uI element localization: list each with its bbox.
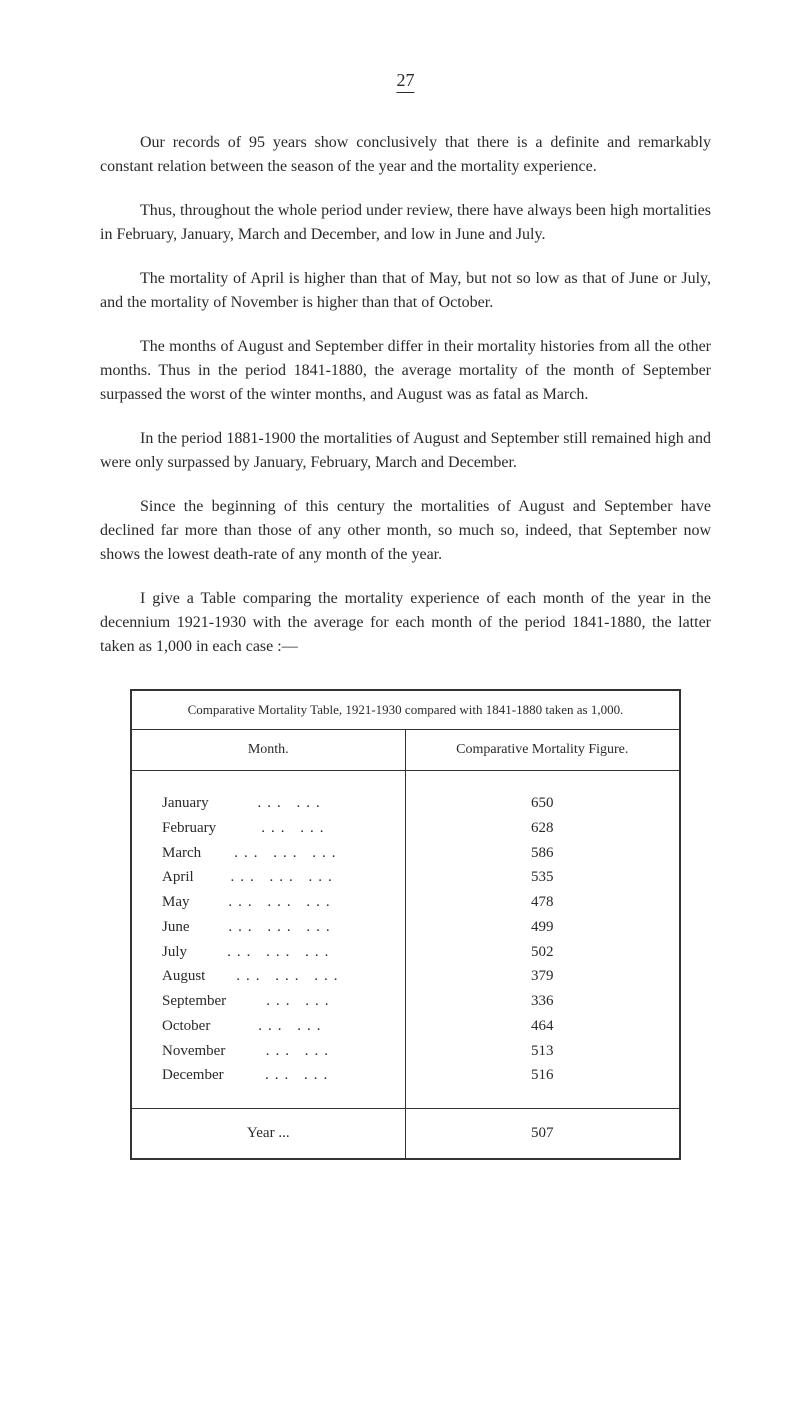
leader-dots: ... ... — [209, 791, 375, 816]
table-value: 502 — [436, 940, 650, 965]
month-label: August — [162, 964, 205, 989]
paragraph-4: The months of August and September diffe… — [100, 335, 711, 407]
table-row: July ... ... ... — [162, 940, 375, 965]
table-value: 499 — [436, 915, 650, 940]
month-label: April — [162, 865, 194, 890]
table-title: Comparative Mortality Table, 1921-1930 c… — [132, 691, 679, 730]
paragraph-7: I give a Table comparing the mortality e… — [100, 587, 711, 659]
paragraph-6: Since the beginning of this century the … — [100, 495, 711, 567]
table-row: December... ... — [162, 1063, 375, 1088]
table-row: May ... ... ... — [162, 890, 375, 915]
page-number: 27 — [100, 70, 711, 91]
leader-dots: ... ... — [216, 816, 374, 841]
table-row: August ... ... ... — [162, 964, 375, 989]
table-value: 586 — [436, 841, 650, 866]
leader-dots: ... ... — [210, 1014, 374, 1039]
leader-dots: ... ... — [224, 1063, 375, 1088]
table-months-column: January... ... February... ... March ...… — [132, 771, 406, 1108]
leader-dots: ... ... — [226, 989, 374, 1014]
leader-dots: ... ... ... — [201, 841, 374, 866]
table-row: October... ... — [162, 1014, 375, 1039]
table-value: 478 — [436, 890, 650, 915]
month-label: January — [162, 791, 209, 816]
table-row: March ... ... ... — [162, 841, 375, 866]
month-label: December — [162, 1063, 224, 1088]
table-row: January... ... — [162, 791, 375, 816]
month-label: February — [162, 816, 216, 841]
month-label: March — [162, 841, 201, 866]
table-row: February... ... — [162, 816, 375, 841]
month-label: July — [162, 940, 187, 965]
month-label: October — [162, 1014, 210, 1039]
month-label: September — [162, 989, 226, 1014]
table-row: September... ... — [162, 989, 375, 1014]
mortality-table: Comparative Mortality Table, 1921-1930 c… — [130, 689, 681, 1160]
table-header-figure: Comparative Mortality Figure. — [406, 730, 680, 770]
leader-dots: ... ... ... — [190, 890, 375, 915]
month-label: June — [162, 915, 190, 940]
table-values-column: 650 628 586 535 478 499 502 379 336 464 … — [406, 771, 680, 1108]
paragraph-2: Thus, throughout the whole period under … — [100, 199, 711, 247]
table-body: January... ... February... ... March ...… — [132, 771, 679, 1108]
leader-dots: ... ... ... — [205, 964, 374, 989]
table-row: April ... ... ... — [162, 865, 375, 890]
month-label: May — [162, 890, 190, 915]
leader-dots: ... ... ... — [194, 865, 375, 890]
paragraph-1: Our records of 95 years show conclusivel… — [100, 131, 711, 179]
leader-dots: ... ... — [225, 1039, 374, 1064]
paragraph-3: The mortality of April is higher than th… — [100, 267, 711, 315]
table-footer-value: 507 — [406, 1109, 680, 1158]
table-header-row: Month. Comparative Mortality Figure. — [132, 730, 679, 771]
table-header-month: Month. — [132, 730, 406, 770]
table-value: 513 — [436, 1039, 650, 1064]
table-footer: Year ... 507 — [132, 1108, 679, 1158]
leader-dots: ... ... ... — [190, 915, 375, 940]
table-value: 336 — [436, 989, 650, 1014]
table-value: 379 — [436, 964, 650, 989]
month-label: November — [162, 1039, 225, 1064]
table-row: November... ... — [162, 1039, 375, 1064]
table-footer-year: Year ... — [132, 1109, 406, 1158]
table-value: 628 — [436, 816, 650, 841]
paragraph-5: In the period 1881-1900 the mortalities … — [100, 427, 711, 475]
table-value: 650 — [436, 791, 650, 816]
table-row: June ... ... ... — [162, 915, 375, 940]
table-value: 464 — [436, 1014, 650, 1039]
leader-dots: ... ... ... — [187, 940, 374, 965]
table-value: 516 — [436, 1063, 650, 1088]
table-value: 535 — [436, 865, 650, 890]
